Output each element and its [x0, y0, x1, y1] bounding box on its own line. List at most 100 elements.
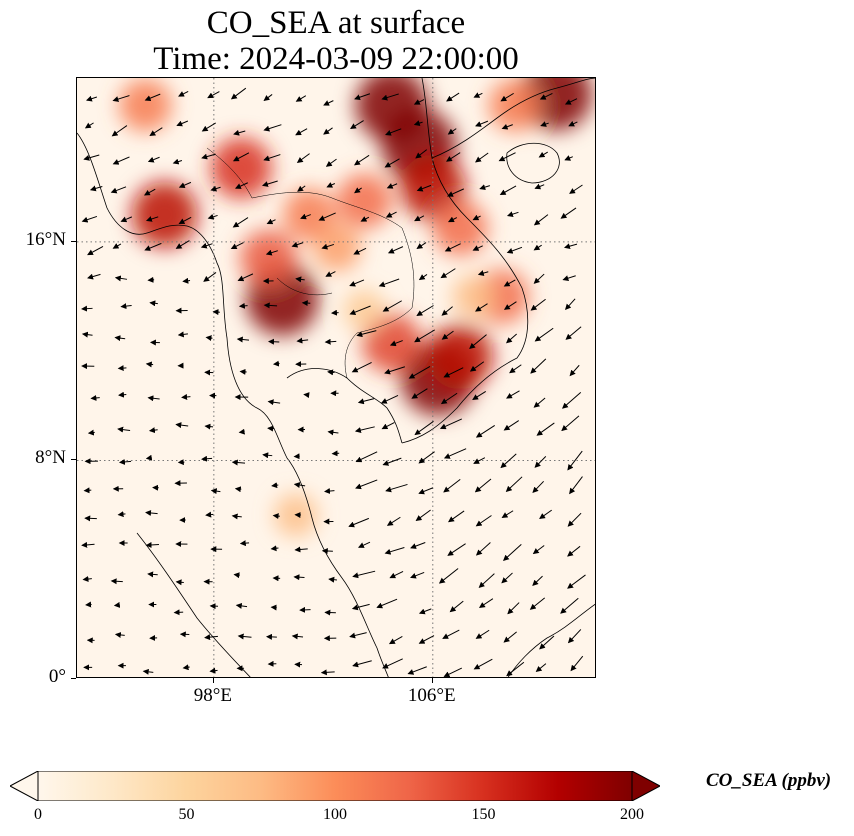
- co-plume-8: [240, 229, 298, 287]
- border-lines: [206, 147, 415, 379]
- wind-arrow: [212, 309, 220, 316]
- lon-tick-mark: [431, 678, 433, 683]
- wind-arrow: [237, 273, 254, 282]
- wind-arrow: [358, 541, 371, 548]
- wind-arrow: [147, 156, 160, 163]
- wind-arrow: [475, 629, 490, 639]
- wind-arrow: [114, 631, 125, 638]
- wind-arrow: [506, 246, 523, 254]
- wind-arrow: [118, 458, 132, 465]
- wind-arrow: [385, 211, 397, 218]
- wind-arrow: [323, 127, 333, 135]
- wind-arrow: [538, 151, 548, 158]
- coastline-layer: [77, 78, 595, 677]
- wind-arrow: [272, 513, 280, 520]
- wind-arrow: [387, 246, 404, 254]
- wind-arrow: [233, 572, 240, 579]
- wind-arrow: [384, 547, 405, 555]
- map-plot-area[interactable]: [76, 77, 596, 678]
- wind-arrow: [567, 574, 586, 589]
- wind-arrow: [411, 388, 428, 399]
- wind-arrow: [447, 128, 457, 135]
- wind-arrow: [324, 338, 337, 345]
- wind-arrow: [354, 93, 371, 101]
- colorbar-tick-label-4: 200: [620, 806, 644, 823]
- wind-arrow: [85, 95, 98, 102]
- wind-arrow: [505, 476, 523, 493]
- wind-arrow: [389, 570, 404, 579]
- co-plume-18: [452, 274, 496, 319]
- wind-arrow: [113, 601, 121, 608]
- wind-arrow: [413, 99, 425, 105]
- wind-arrow: [84, 122, 94, 129]
- wind-arrow: [120, 303, 132, 310]
- wind-arrow: [479, 184, 490, 190]
- wind-arrow: [569, 184, 583, 194]
- wind-arrow: [207, 91, 220, 99]
- wind-arrow: [378, 278, 400, 288]
- wind-arrow: [532, 575, 543, 586]
- wind-arrow: [201, 153, 216, 160]
- colorbar-tick-label-1: 50: [178, 806, 195, 823]
- wind-arrow: [318, 212, 336, 221]
- wind-arrow: [569, 364, 580, 377]
- wind-arrow: [234, 182, 249, 189]
- wind-arrow: [475, 303, 488, 312]
- wind-arrow: [330, 309, 339, 316]
- wind-arrow: [237, 633, 252, 640]
- wind-arrow: [534, 183, 545, 190]
- wind-arrow: [82, 576, 92, 582]
- wind-arrow: [386, 183, 398, 189]
- wind-arrow: [81, 305, 93, 312]
- wind-arrow: [120, 216, 133, 223]
- wind-arrow: [81, 215, 98, 223]
- wind-arrow: [539, 635, 555, 650]
- wind-arrow: [439, 418, 463, 430]
- wind-arrow: [355, 479, 378, 490]
- wind-arrow: [444, 243, 461, 252]
- wind-arrow: [539, 509, 553, 520]
- wind-arrow: [407, 666, 427, 675]
- lat-tick-label-0: 16°N: [25, 228, 66, 250]
- lat-tick-mark: [71, 240, 76, 242]
- lon-tick-label-0: 98°E: [193, 685, 232, 706]
- wind-arrow: [532, 480, 545, 494]
- map-title-line-2: Time: 2024-03-09 22:00:00: [153, 41, 519, 77]
- wind-arrow: [443, 667, 463, 677]
- colorbar-tick-label-0: 0: [34, 806, 42, 823]
- wind-arrow: [176, 120, 189, 127]
- wind-arrow: [408, 365, 431, 379]
- wind-arrow: [567, 545, 581, 557]
- wind-arrow: [382, 300, 402, 312]
- wind-arrow: [414, 329, 435, 343]
- wind-arrow: [112, 243, 122, 249]
- wind-arrow: [110, 186, 127, 194]
- wind-arrow: [83, 154, 100, 161]
- wind-arrow: [350, 120, 364, 130]
- wind-arrow: [182, 664, 190, 671]
- wind-arrow: [327, 369, 335, 376]
- wind-arrow: [145, 454, 153, 461]
- wind-arrow: [238, 302, 248, 309]
- wind-arrow: [89, 185, 103, 192]
- wind-arrow: [413, 120, 423, 126]
- wind-arrow: [296, 337, 309, 344]
- wind-arrow: [235, 602, 248, 609]
- wind-arrow: [236, 336, 250, 343]
- wind-arrow: [178, 90, 189, 97]
- colorbar: [10, 771, 660, 801]
- wind-arrow: [469, 361, 485, 372]
- wind-arrow: [478, 573, 495, 588]
- wind-arrow: [447, 216, 458, 223]
- wind-arrow: [178, 216, 192, 224]
- wind-arrow: [294, 546, 308, 553]
- wind-arrow: [389, 340, 403, 347]
- wind-arrow: [182, 277, 191, 284]
- wind-arrow: [357, 398, 375, 405]
- wind-arrow: [501, 572, 513, 584]
- wind-arrow: [506, 390, 520, 399]
- coastline-gulf-of-tonkin: [431, 78, 595, 159]
- wind-arrow: [561, 415, 580, 432]
- wind-arrow: [205, 335, 213, 342]
- colorbar-tick-label-3: 150: [471, 806, 496, 823]
